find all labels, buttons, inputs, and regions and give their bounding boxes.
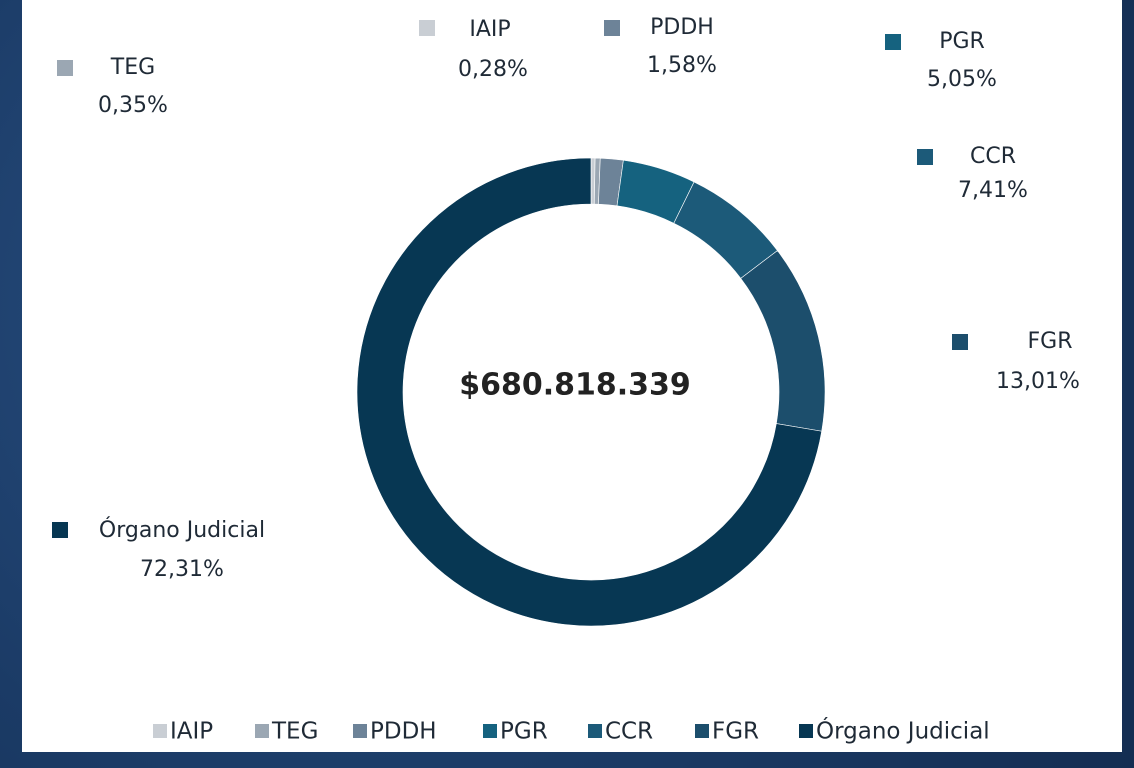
callout-swatch	[885, 34, 901, 50]
callout-value: 0,28%	[458, 57, 528, 82]
legend-swatch	[483, 724, 497, 738]
panel	[22, 0, 1122, 752]
legend-label: IAIP	[170, 719, 213, 745]
callout-value: 0,35%	[98, 93, 168, 118]
callout-name: Órgano Judicial	[99, 517, 265, 543]
callout-value: 1,58%	[647, 53, 717, 78]
callout-value: 5,05%	[927, 67, 997, 92]
callout-swatch	[604, 20, 620, 36]
callout-name: FGR	[1028, 329, 1073, 354]
legend-swatch	[353, 724, 367, 738]
callout-name: CCR	[970, 144, 1016, 169]
legend-swatch	[588, 724, 602, 738]
callout-value: 13,01%	[996, 369, 1080, 394]
callout-swatch	[57, 60, 73, 76]
callout-value: 7,41%	[958, 178, 1028, 203]
center-label: $680.818.339	[459, 368, 691, 403]
legend-label: CCR	[605, 719, 653, 745]
callout-value: 72,31%	[140, 557, 224, 582]
legend-label: Órgano Judicial	[816, 717, 990, 745]
callout-name: PDDH	[650, 15, 714, 40]
callout-swatch	[419, 20, 435, 36]
donut-slice	[356, 157, 823, 627]
legend-label: PGR	[500, 719, 548, 745]
callout-name: PGR	[939, 29, 985, 54]
callout-swatch	[917, 149, 933, 165]
legend-label: PDDH	[370, 719, 437, 745]
legend-swatch	[695, 724, 709, 738]
callout-name: IAIP	[469, 17, 510, 42]
legend-swatch	[153, 724, 167, 738]
legend-swatch	[799, 724, 813, 738]
callout-name: TEG	[110, 55, 155, 80]
legend-label: TEG	[271, 719, 318, 745]
callout-swatch	[952, 334, 968, 350]
legend-swatch	[255, 724, 269, 738]
callout-swatch	[52, 522, 68, 538]
legend-label: FGR	[712, 719, 759, 745]
